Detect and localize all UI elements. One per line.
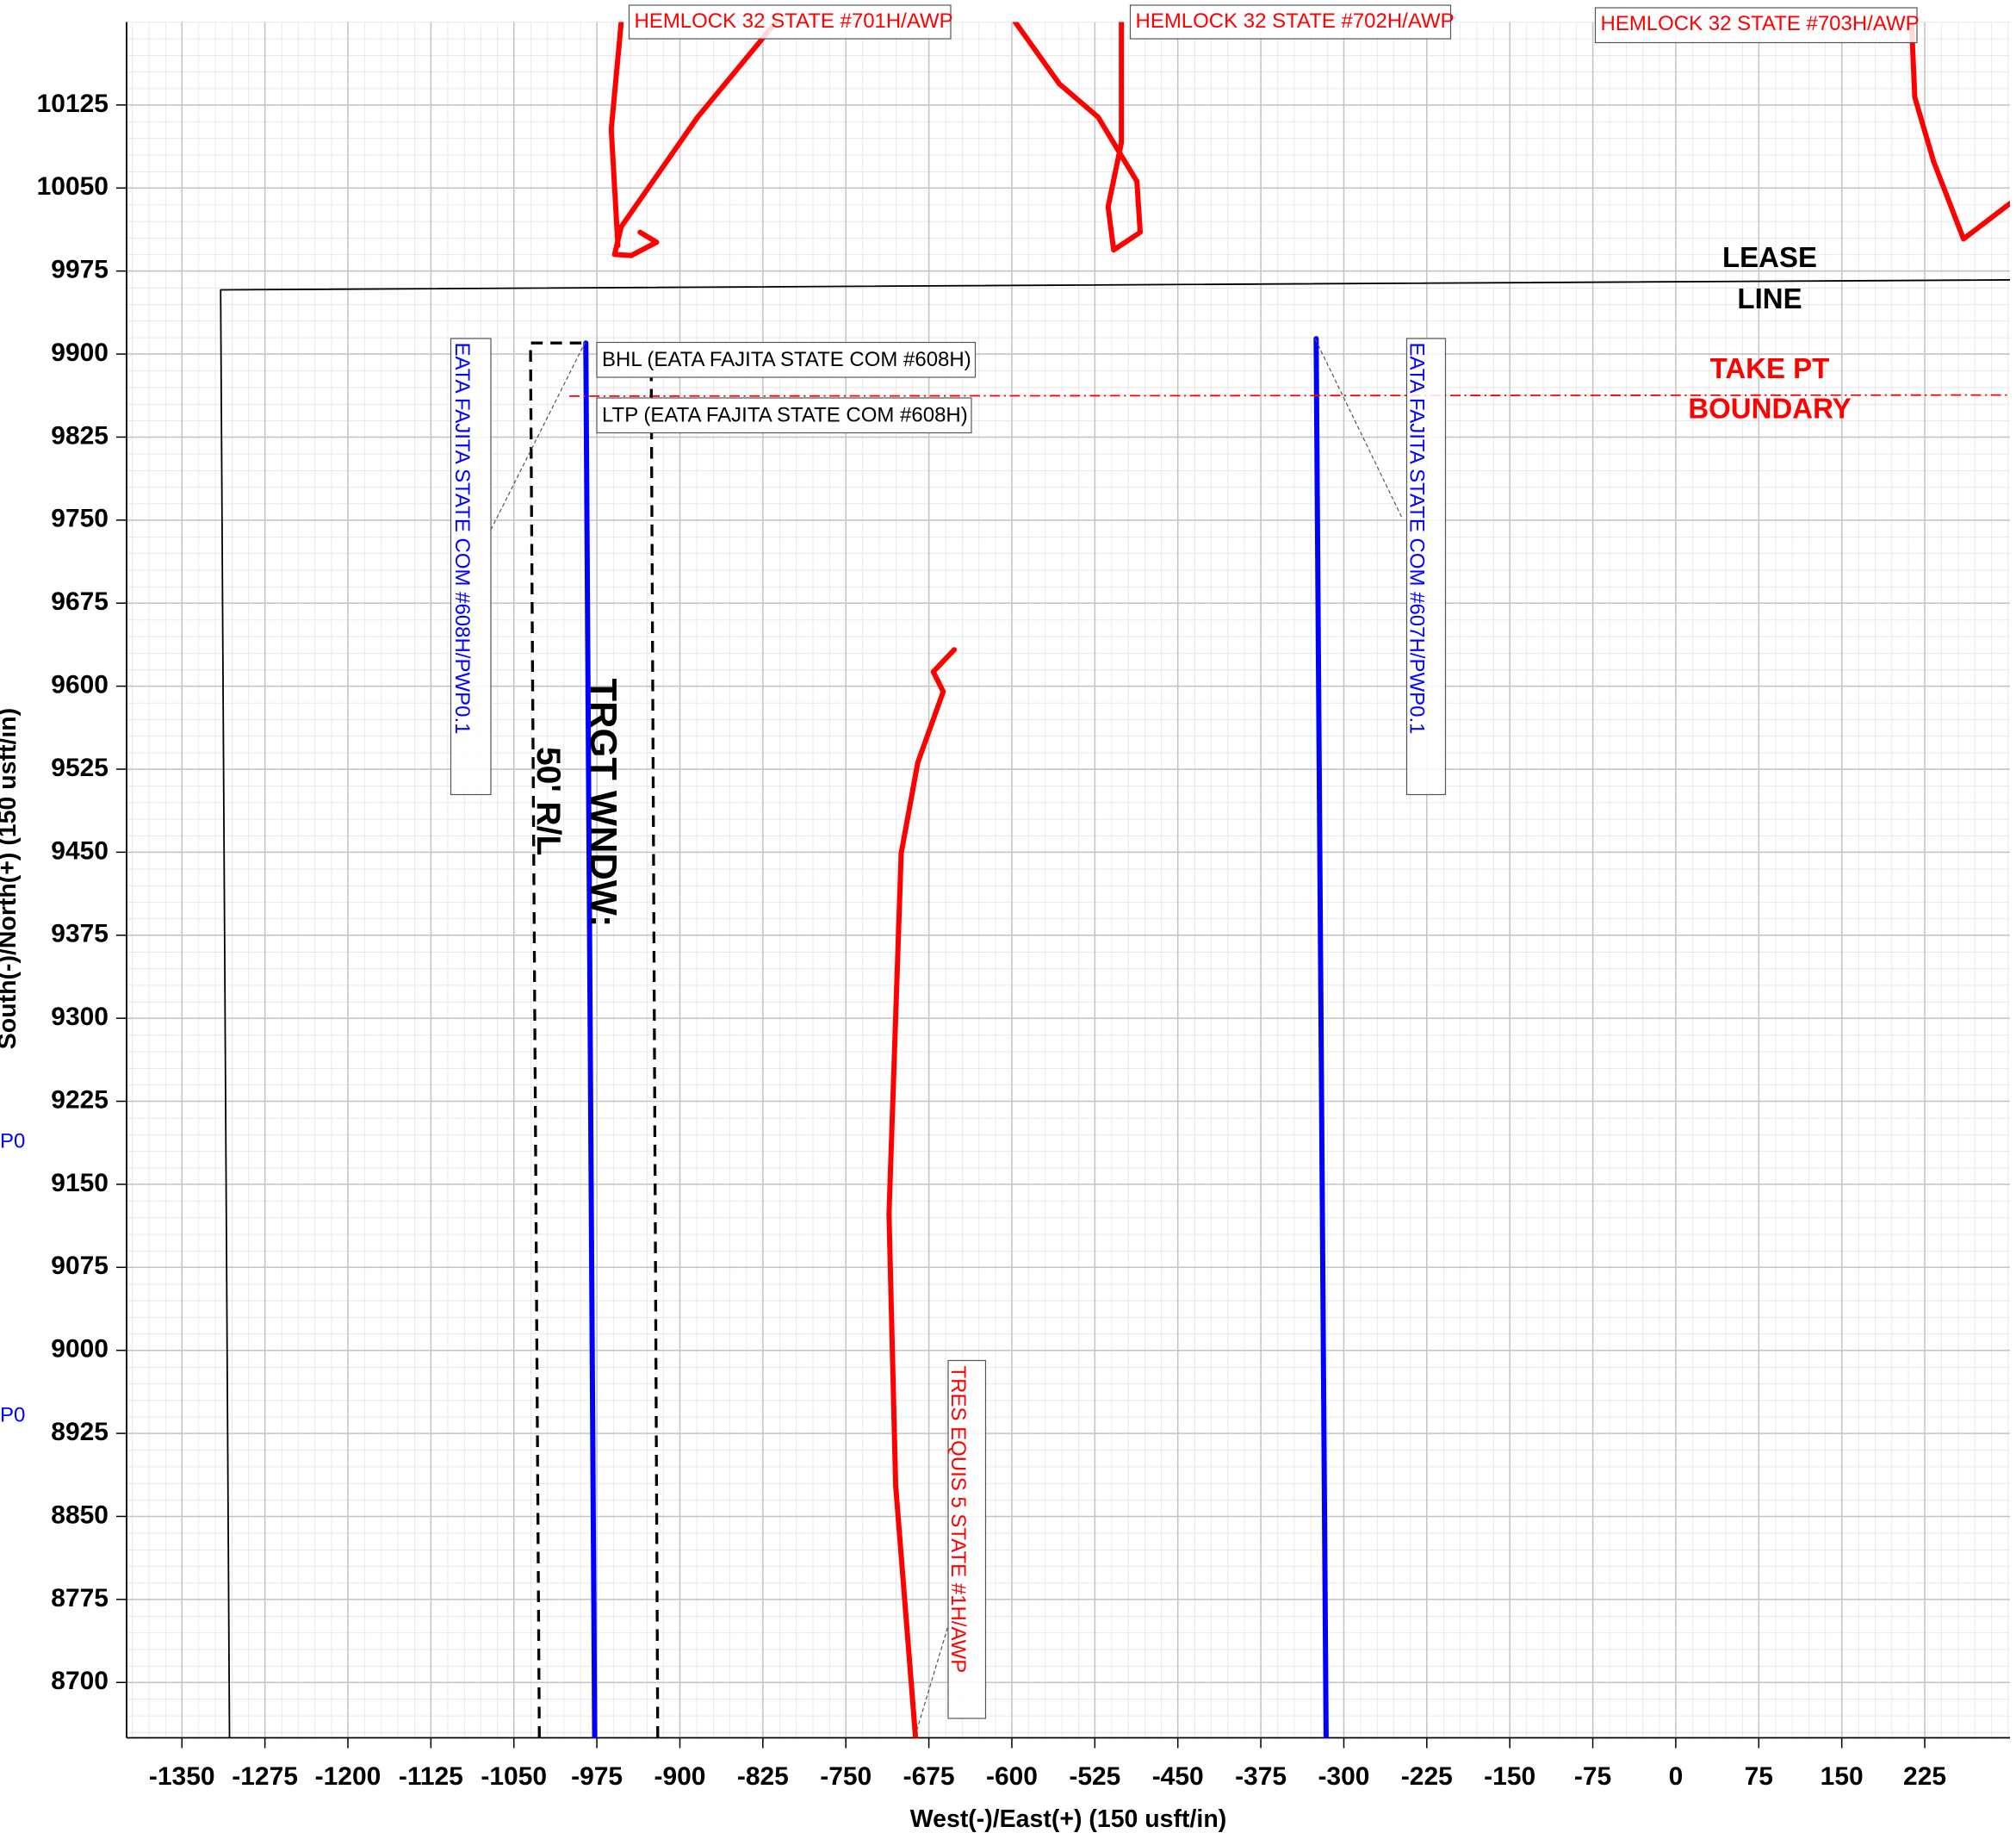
annotation: P0 xyxy=(0,1403,25,1426)
well-path xyxy=(886,647,958,1738)
y-tick-label: 9975 xyxy=(51,256,109,284)
y-tick-label: 9525 xyxy=(51,754,109,782)
annotation: TRGT WNDW: xyxy=(582,679,623,928)
y-tick-label: 9825 xyxy=(51,421,109,450)
label-box xyxy=(1129,4,1452,40)
x-tick-label: -1050 xyxy=(481,1762,547,1791)
x-tick-label: 150 xyxy=(1821,1762,1864,1791)
label-box xyxy=(450,338,492,796)
x-tick-label: -225 xyxy=(1401,1762,1453,1791)
x-axis-title: West(-)/East(+) (150 usft/in) xyxy=(910,1805,1226,1833)
label-box xyxy=(1405,338,1447,796)
y-tick-label: 10125 xyxy=(37,90,109,118)
x-tick-label: -825 xyxy=(737,1762,789,1791)
x-tick-label: -675 xyxy=(903,1762,955,1791)
y-tick-label: 10050 xyxy=(37,172,109,201)
series-label: HEMLOCK 32 STATE #701H/AWP xyxy=(634,9,952,33)
x-tick-label: -975 xyxy=(571,1762,623,1791)
x-tick-label: -1350 xyxy=(149,1762,215,1791)
leader-line xyxy=(1314,338,1403,518)
x-tick-label: 75 xyxy=(1745,1762,1773,1791)
annotation: BHL (EATA FAJITA STATE COM #608H) xyxy=(602,348,971,371)
annotation: LEASE xyxy=(1722,241,1817,273)
label-box xyxy=(947,1359,987,1719)
x-tick-label: -75 xyxy=(1574,1762,1611,1791)
y-tick-label: 8925 xyxy=(51,1418,109,1446)
minor-grid xyxy=(126,22,2010,1738)
label-box xyxy=(1594,7,1918,44)
y-tick-label: 9675 xyxy=(51,587,109,616)
y-tick-label: 9450 xyxy=(51,836,109,865)
y-tick-label: 9225 xyxy=(51,1085,109,1114)
y-tick-label: 9150 xyxy=(51,1169,109,1197)
x-tick-label: 0 xyxy=(1669,1762,1684,1791)
annotation: 50' R/L xyxy=(530,747,567,855)
well-path xyxy=(608,22,779,258)
x-tick-label: 225 xyxy=(1903,1762,1946,1791)
well-path xyxy=(1908,22,2010,242)
series-label: EATA FAJITA STATE COM #607H/PWP0.1 xyxy=(1405,343,1429,735)
x-tick-label: -1275 xyxy=(232,1762,298,1791)
x-tick-label: -900 xyxy=(654,1762,705,1791)
x-tick-label: -375 xyxy=(1235,1762,1287,1791)
annotation-box xyxy=(596,397,972,434)
series-label: EATA FAJITA STATE COM #608H/PWP0.1 xyxy=(450,343,474,735)
y-tick-label: 9000 xyxy=(51,1335,109,1364)
x-tick-label: -1200 xyxy=(315,1762,381,1791)
y-tick-label: 9600 xyxy=(51,671,109,699)
leader-line xyxy=(914,1621,951,1738)
x-tick-label: -450 xyxy=(1152,1762,1204,1791)
annotation: LTP (EATA FAJITA STATE COM #608H) xyxy=(602,403,968,426)
annotation: TAKE PT xyxy=(1710,352,1830,384)
y-tick-label: 8775 xyxy=(51,1584,109,1612)
annotation: LINE xyxy=(1737,283,1802,314)
x-tick-label: -150 xyxy=(1484,1762,1535,1791)
x-tick-label: -525 xyxy=(1069,1762,1120,1791)
x-tick-label: -600 xyxy=(986,1762,1038,1791)
well-path xyxy=(220,279,2010,1738)
label-box xyxy=(628,4,952,40)
well-path xyxy=(1313,336,1329,1738)
series-label: HEMLOCK 32 STATE #703H/AWP xyxy=(1600,12,1919,35)
y-tick-label: 9375 xyxy=(51,920,109,948)
x-tick-label: -750 xyxy=(820,1762,872,1791)
y-tick-label: 9075 xyxy=(51,1252,109,1280)
series-label: TRES EQUIS 5 STATE #1H/AWP xyxy=(946,1366,970,1674)
annotation-box xyxy=(596,341,977,378)
well-path xyxy=(583,340,598,1738)
y-tick-label: 8850 xyxy=(51,1500,109,1529)
series-label: HEMLOCK 32 STATE #702H/AWP xyxy=(1135,9,1454,33)
y-axis-title: South(-)/North(+) (150 usft/in) xyxy=(0,708,22,1049)
y-tick-label: 8700 xyxy=(51,1667,109,1695)
annotation: BOUNDARY xyxy=(1688,393,1851,425)
annotation: P0 xyxy=(0,1129,25,1152)
x-tick-label: -300 xyxy=(1318,1762,1369,1791)
well-path xyxy=(1012,22,1144,253)
y-tick-label: 9900 xyxy=(51,339,109,367)
x-tick-label: -1125 xyxy=(399,1762,463,1791)
y-tick-label: 9750 xyxy=(51,505,109,533)
y-tick-label: 9300 xyxy=(51,1003,109,1031)
leader-line xyxy=(490,342,586,531)
